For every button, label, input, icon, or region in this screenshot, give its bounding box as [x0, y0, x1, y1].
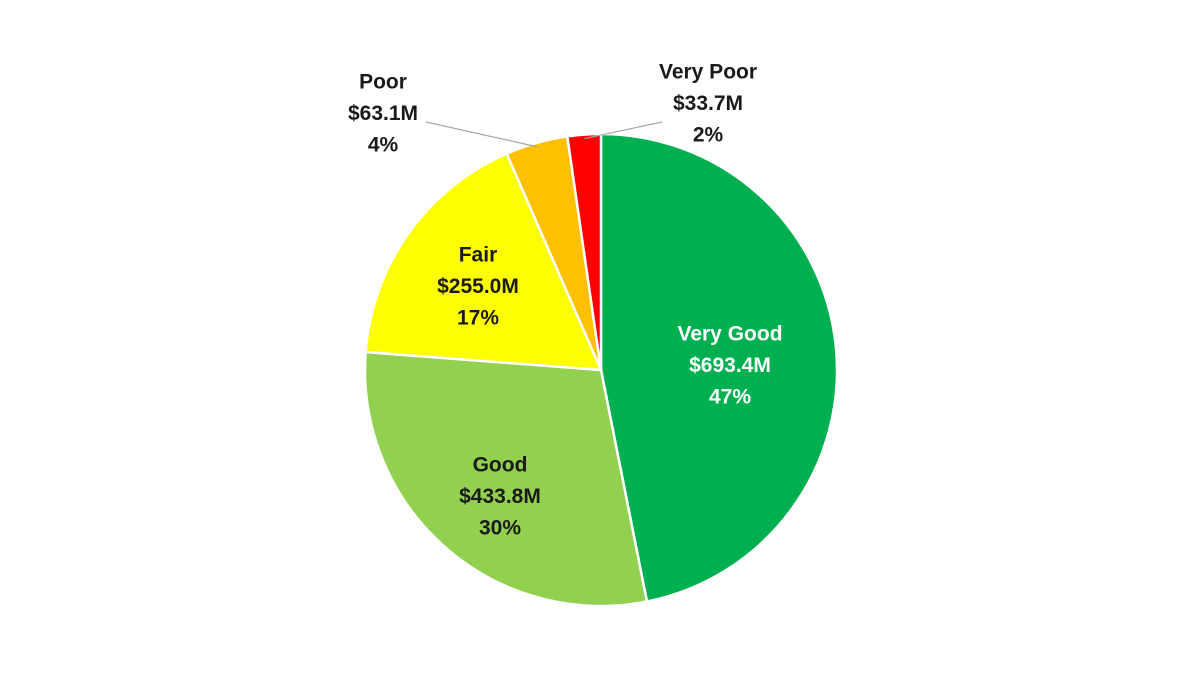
pie-slice-very-good [599, 132, 839, 603]
data-label-fair-category: Fair [459, 244, 498, 267]
leader-lines [425, 121, 663, 148]
data-label-poor-value: $63.1M [348, 102, 418, 125]
data-label-poor-category: Poor [359, 71, 407, 94]
data-label-very-poor-percent: 2% [693, 124, 724, 147]
pie-slice-very-poor [565, 132, 603, 371]
data-label-fair-percent: 17% [457, 307, 499, 330]
slice-labels: Very Good $693.4M 47% Good $433.8M 30% Fair $25… [348, 61, 783, 540]
data-label-very-poor-value: $33.7M [673, 92, 743, 115]
data-label-very-good-percent: 47% [709, 386, 751, 409]
pie-slice-fair [364, 152, 603, 372]
data-label-very-good-value: $693.4M [689, 354, 771, 377]
data-label-fair-value: $255.0M [437, 275, 519, 298]
data-label-good-value: $433.8M [459, 485, 541, 508]
pie-slices [363, 132, 839, 608]
leader-line-very-poor [584, 121, 663, 140]
pie-slice-good [363, 350, 649, 608]
leader-line-poor [425, 121, 538, 148]
data-label-good-percent: 30% [479, 517, 521, 540]
data-label-poor-percent: 4% [368, 134, 399, 157]
data-label-good-category: Good [473, 454, 528, 477]
data-label-very-poor-category: Very Poor [659, 61, 757, 84]
data-label-very-good-category: Very Good [677, 323, 782, 346]
